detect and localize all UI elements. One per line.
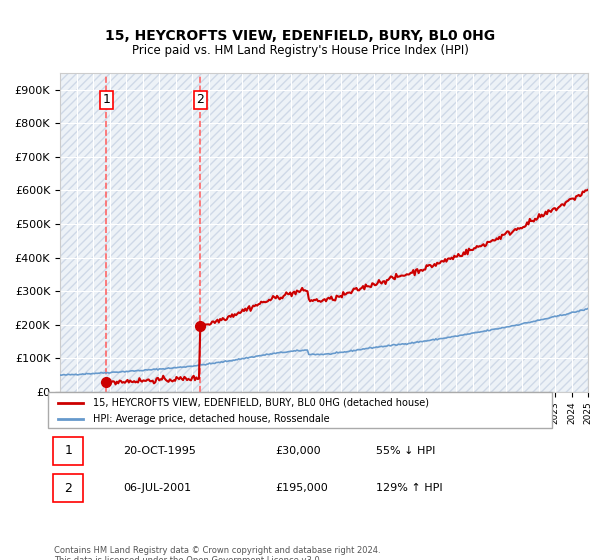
Text: £30,000: £30,000 <box>275 446 320 456</box>
Text: 1: 1 <box>102 93 110 106</box>
Text: 15, HEYCROFTS VIEW, EDENFIELD, BURY, BL0 0HG: 15, HEYCROFTS VIEW, EDENFIELD, BURY, BL0… <box>105 29 495 44</box>
Text: Price paid vs. HM Land Registry's House Price Index (HPI): Price paid vs. HM Land Registry's House … <box>131 44 469 57</box>
Text: 15, HEYCROFTS VIEW, EDENFIELD, BURY, BL0 0HG (detached house): 15, HEYCROFTS VIEW, EDENFIELD, BURY, BL0… <box>94 398 430 408</box>
FancyBboxPatch shape <box>53 474 83 502</box>
Text: 129% ↑ HPI: 129% ↑ HPI <box>376 483 442 493</box>
Text: 20-OCT-1995: 20-OCT-1995 <box>124 446 196 456</box>
Text: Contains HM Land Registry data © Crown copyright and database right 2024.
This d: Contains HM Land Registry data © Crown c… <box>54 546 380 560</box>
Text: 55% ↓ HPI: 55% ↓ HPI <box>376 446 435 456</box>
FancyBboxPatch shape <box>53 437 83 465</box>
Text: 2: 2 <box>64 482 72 495</box>
Text: HPI: Average price, detached house, Rossendale: HPI: Average price, detached house, Ross… <box>94 414 330 424</box>
Text: 06-JUL-2001: 06-JUL-2001 <box>124 483 192 493</box>
Text: £195,000: £195,000 <box>275 483 328 493</box>
Text: 1: 1 <box>64 445 72 458</box>
Text: 2: 2 <box>196 93 204 106</box>
FancyBboxPatch shape <box>48 392 552 428</box>
